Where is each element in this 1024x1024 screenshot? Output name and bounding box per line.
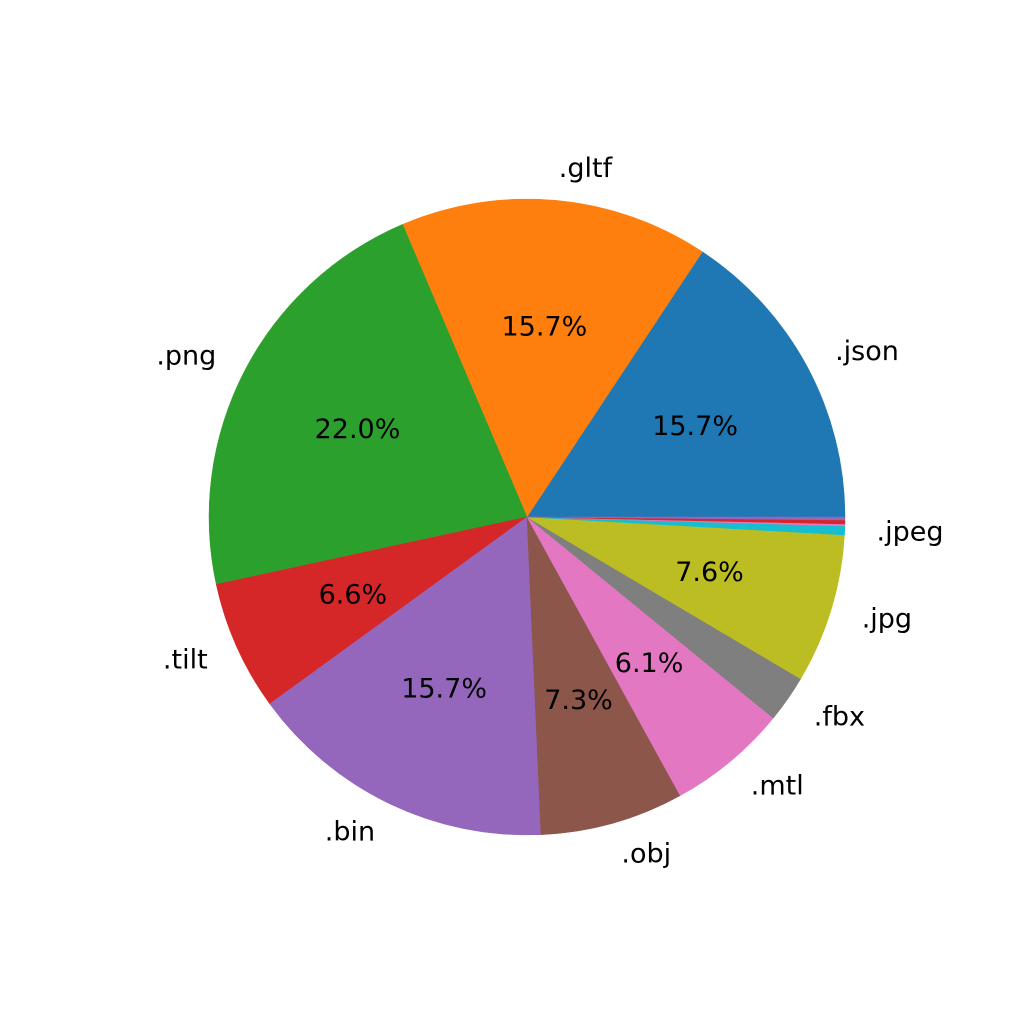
pie-slice-gltf [402, 198, 703, 518]
pie-slice-obj [526, 516, 681, 835]
slice-label-tilt: .tilt [163, 644, 208, 675]
slice-label-gltf: .gltf [559, 153, 614, 184]
slice-label-fbx: .fbx [814, 702, 865, 733]
slice-label-obj: .obj [621, 838, 671, 869]
slice-label-jpg: .jpg [862, 603, 912, 634]
pie-slice-tilt [215, 516, 528, 705]
slice-label-bin: .bin [325, 817, 375, 848]
slice-pct-bin: 15.7% [401, 673, 487, 704]
pie-slice-bin [269, 516, 542, 836]
slice-pct-gltf: 15.7% [502, 312, 588, 343]
pie-slice-mtl [526, 516, 774, 797]
slice-pct-jpg: 7.6% [675, 557, 744, 588]
slice-pct-mtl: 6.1% [615, 648, 684, 679]
slice-pct-tilt: 6.6% [319, 580, 388, 611]
pie-slice-jpg [526, 516, 845, 680]
slice-pct-json: 15.7% [652, 411, 738, 442]
slice-label-png: .png [156, 341, 216, 372]
slice-label-mtl: .mtl [751, 770, 804, 801]
slice-pct-obj: 7.3% [544, 685, 613, 716]
slice-label-jpeg: .jpeg [877, 516, 944, 547]
slice-pct-png: 22.0% [315, 414, 401, 445]
pie-slice-sliver-12 [526, 516, 846, 521]
pie-slice-png [208, 224, 528, 585]
slice-label-json: .json [835, 336, 899, 367]
pie-slice-json [526, 251, 846, 518]
